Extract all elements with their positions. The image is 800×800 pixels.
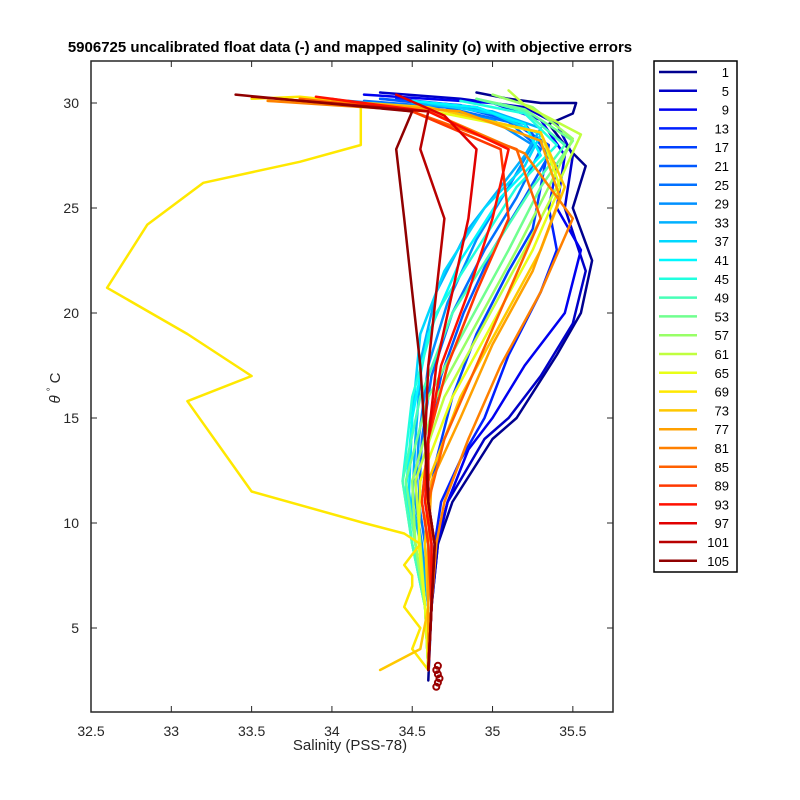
series-line-1: [427, 91, 594, 682]
legend-items: 1 5 9 13 17 21 25 29 33 37 41 45 49 53 57 61 65 69 73 77 81 8…: [659, 65, 729, 569]
legend-label-73: 73: [715, 403, 729, 418]
y-axis-label-symbol: θ: [47, 395, 64, 403]
mapped-salinity-point: [432, 682, 441, 691]
x-tick-label: 34: [324, 723, 340, 739]
mapped-salinity-point: [435, 674, 444, 683]
y-tick-label: 10: [63, 515, 79, 531]
x-axis-label: Salinity (PSS-78): [293, 737, 407, 754]
mapped-salinity-point: [433, 661, 442, 670]
legend-label-25: 25: [715, 178, 729, 193]
legend-label-69: 69: [715, 385, 729, 400]
legend-label-85: 85: [715, 460, 729, 475]
legend-label-37: 37: [715, 234, 729, 249]
y-axis-label-degree: °: [46, 387, 57, 391]
legend-label-61: 61: [715, 347, 729, 362]
y-tick-label: 20: [63, 305, 79, 321]
x-tick-label: 35.5: [559, 723, 586, 739]
series-line-73: [298, 97, 567, 672]
legend-label-53: 53: [715, 309, 729, 324]
mapped-salinity-markers: [432, 661, 444, 691]
legend-label-1: 1: [722, 65, 729, 80]
legend-label-49: 49: [715, 291, 729, 306]
y-axis-ticks: 5 10 15 20 25 30: [63, 95, 613, 636]
svg-text:θ°C: θ ° C: [46, 372, 64, 403]
chart-title: 5906725 uncalibrated float data (-) and …: [68, 39, 632, 56]
legend: 1 5 9 13 17 21 25 29 33 37 41 45 49 53 57 61 65 69 73 77 81 8…: [653, 60, 738, 573]
legend-label-105: 105: [707, 554, 729, 569]
x-tick-label: 35: [485, 723, 501, 739]
series-line-89: [330, 97, 510, 672]
legend-label-21: 21: [715, 159, 729, 174]
series-line-57: [410, 93, 575, 672]
x-tick-label: 32.5: [77, 723, 104, 739]
legend-label-33: 33: [715, 215, 729, 230]
legend-label-93: 93: [715, 497, 729, 512]
legend-label-29: 29: [715, 197, 729, 212]
y-tick-label: 30: [63, 95, 79, 111]
legend-label-57: 57: [715, 328, 729, 343]
mapped-salinity-point: [433, 678, 442, 687]
y-tick-label: 25: [63, 200, 79, 216]
legend-label-101: 101: [707, 535, 729, 550]
legend-label-81: 81: [715, 441, 729, 456]
y-tick-label: 5: [71, 620, 79, 636]
mapped-salinity-point: [433, 670, 442, 679]
plot-frame: [90, 60, 614, 713]
series-line-29: [346, 99, 534, 672]
series-line-49: [401, 97, 567, 672]
legend-label-17: 17: [715, 140, 729, 155]
y-axis-label: θ ° C: [46, 372, 64, 403]
y-axis-label-unit: C: [47, 372, 64, 383]
legend-label-97: 97: [715, 516, 729, 531]
series-line-93: [314, 95, 510, 672]
legend-label-45: 45: [715, 272, 729, 287]
series-line-69: [105, 95, 430, 672]
y-tick-label: 15: [63, 410, 79, 426]
legend-label-89: 89: [715, 479, 729, 494]
legend-label-5: 5: [722, 84, 729, 99]
legend-label-13: 13: [715, 121, 729, 136]
legend-label-9: 9: [722, 103, 729, 118]
x-axis-ticks: 32.5 33 33.5 34 34.5 35 35.5: [77, 61, 587, 739]
series-line-105: [234, 93, 436, 672]
x-tick-label: 34.5: [399, 723, 426, 739]
series-layer: [105, 89, 594, 682]
legend-label-41: 41: [715, 253, 729, 268]
x-tick-label: 33.5: [238, 723, 265, 739]
x-tick-label: 33: [164, 723, 180, 739]
mapped-salinity-point: [432, 666, 441, 674]
legend-label-77: 77: [715, 422, 729, 437]
legend-label-65: 65: [715, 366, 729, 381]
